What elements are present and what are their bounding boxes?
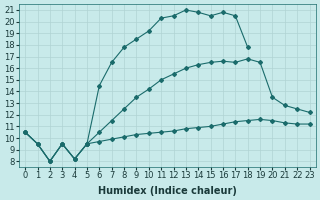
X-axis label: Humidex (Indice chaleur): Humidex (Indice chaleur): [98, 186, 237, 196]
